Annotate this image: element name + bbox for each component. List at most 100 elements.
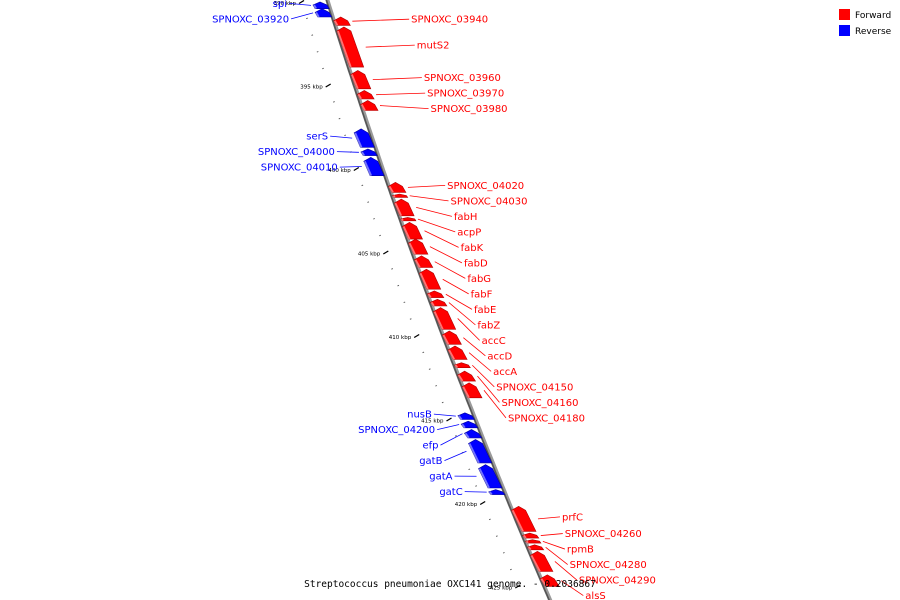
backbone-shadow (325, 0, 553, 600)
minor-tick (391, 268, 394, 270)
gene-label-acpP: acpP (457, 227, 481, 238)
gene-highlight (350, 74, 359, 90)
gene-label-SPNOXC_03920: SPNOXC_03920 (212, 14, 289, 25)
gene-label-fabH: fabH (454, 212, 478, 223)
gene-label-SPNOXC_04000: SPNOXC_04000 (258, 147, 335, 158)
gene-label-gatB: gatB (419, 456, 442, 467)
minor-tick (422, 351, 425, 354)
label-leader (365, 44, 415, 48)
gene-highlight (392, 195, 396, 198)
gene-highlight (402, 226, 411, 240)
legend-forward-swatch (839, 9, 850, 20)
minor-tick (403, 301, 406, 304)
gene-label-fabE: fabE (474, 305, 496, 316)
gene-highlight (525, 540, 529, 544)
gene-arrow-efp (464, 429, 483, 439)
gene-arrow-fabD (408, 238, 429, 255)
major-tick (298, 0, 305, 5)
minor-tick (441, 401, 444, 404)
gene-label-accD: accD (487, 351, 512, 362)
gene-arrow-SPNOXC_03980 (360, 100, 379, 111)
gene-label-nusB: nusB (407, 410, 432, 421)
gene-highlight (527, 546, 532, 551)
gene-highlight (360, 104, 366, 112)
gene-highlight (522, 534, 527, 539)
minor-tick (311, 34, 314, 36)
gene-arrow-SPNOXC_04150 (453, 362, 471, 369)
minor-tick (316, 51, 319, 53)
gene-label-SPNOXC_03960: SPNOXC_03960 (424, 73, 501, 84)
legend-forward-label: Forward (855, 11, 891, 21)
minor-tick (495, 535, 498, 537)
gene-arrow-alsS (539, 574, 560, 587)
gene-arrow-SPNOXC_04260 (522, 532, 540, 539)
gene-arrow-SPNOXC_03960 (350, 70, 372, 90)
gene-arrow-gatB (468, 439, 493, 464)
gene-label-gatC: gatC (439, 487, 462, 498)
gene-arrow-fabH (393, 198, 415, 217)
label-leader (407, 184, 446, 188)
label-leader (434, 261, 466, 279)
gene-label-SPNOXC_04200: SPNOXC_04200 (358, 425, 435, 436)
gene-label-fabK: fabK (461, 243, 484, 254)
gene-highlight (388, 185, 394, 193)
gene-arrow-fabK (402, 222, 423, 240)
gene-arrow-SPNOXC_03940 (333, 16, 351, 26)
gene-label-SPNOXC_04150: SPNOXC_04150 (496, 382, 573, 393)
tick-label: 410 kbp (389, 335, 412, 341)
gene-label-SPNOXC_04290: SPNOXC_04290 (579, 576, 656, 587)
label-leader (417, 218, 456, 233)
gene-label-fabZ: fabZ (477, 320, 500, 331)
major-tick (479, 500, 486, 506)
gene-highlight (354, 132, 363, 148)
gene-arrow-accD (441, 330, 462, 345)
label-leader (540, 533, 563, 536)
gene-label-fabF: fabF (471, 289, 493, 300)
tick-label: 395 kbp (300, 85, 323, 91)
gene-arrow-mutS2 (336, 26, 365, 68)
label-leader (352, 18, 410, 22)
gene-label-prfC: prfC (562, 512, 583, 523)
gene-label-SPNOXC_03970: SPNOXC_03970 (427, 89, 504, 100)
gene-highlight (530, 554, 541, 572)
gene-arrow-SPNOXC_04010 (363, 156, 385, 176)
gene-highlight (468, 443, 480, 464)
minor-tick (435, 385, 438, 387)
label-leader (545, 546, 568, 565)
gene-arrow-SPNOXC_04030 (392, 193, 409, 198)
minor-tick (468, 468, 471, 471)
label-leader (483, 390, 507, 419)
gene-highlight (448, 349, 455, 360)
gene-label-rpmB: rpmB (567, 545, 594, 556)
minor-tick (428, 368, 431, 370)
scale-ticks: 390 kbp 395 kbp 400 kbp 405 kbp 410 kbp 415 k… (274, 0, 521, 592)
tick-label: 425 kbp (490, 586, 513, 592)
gene-label-SPNOXC_04180: SPNOXC_04180 (508, 413, 585, 424)
gene-label-SPNOXC_04030: SPNOXC_04030 (451, 196, 528, 207)
gene-label-accA: accA (493, 367, 517, 378)
label-leader (376, 92, 426, 96)
gene-label-SPNOXC_04010: SPNOXC_04010 (261, 163, 338, 174)
minor-tick (367, 201, 370, 203)
label-leader (542, 541, 566, 550)
backbone-line (325, 0, 550, 600)
label-leader (336, 151, 359, 153)
gene-features (312, 1, 560, 588)
gene-arrow-SPNOXC_04160 (457, 370, 477, 382)
label-leader (554, 561, 578, 581)
gene-highlight (540, 578, 548, 588)
gene-highlight (454, 364, 459, 369)
gene-highlight (427, 293, 432, 299)
label-leader (477, 375, 500, 403)
gene-highlight (433, 311, 444, 330)
gene-highlight (442, 334, 450, 345)
gene-arrow-spi (312, 1, 330, 9)
label-leader (290, 12, 314, 20)
minor-tick (333, 101, 335, 103)
major-tick (382, 250, 389, 255)
legend-reverse-label: Reverse (855, 27, 892, 37)
gene-label-efp: efp (422, 441, 438, 452)
label-leader (379, 105, 429, 110)
gene-label-alsS: alsS (585, 591, 605, 600)
gene-highlight (414, 259, 421, 269)
